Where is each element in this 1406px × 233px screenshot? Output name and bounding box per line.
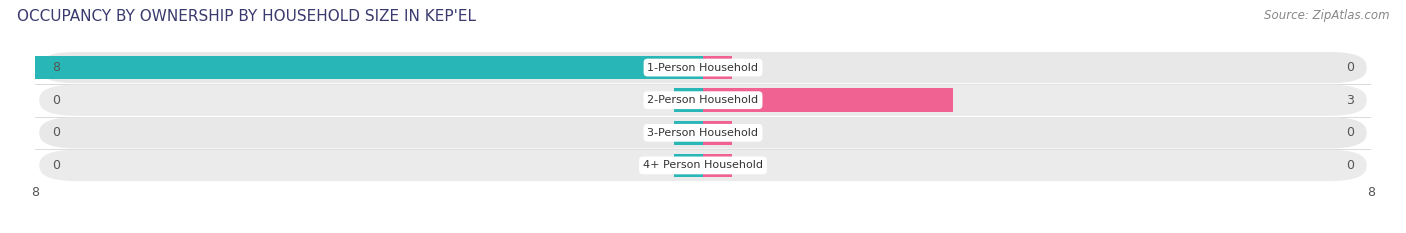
FancyBboxPatch shape [39, 150, 1367, 181]
Text: 0: 0 [1346, 126, 1354, 139]
Text: 4+ Person Household: 4+ Person Household [643, 161, 763, 170]
Text: 0: 0 [52, 159, 60, 172]
FancyBboxPatch shape [39, 52, 1367, 83]
Text: 0: 0 [1346, 61, 1354, 74]
Bar [703, 121, 733, 144]
Text: 8: 8 [52, 61, 60, 74]
FancyBboxPatch shape [39, 85, 1367, 116]
Text: OCCUPANCY BY OWNERSHIP BY HOUSEHOLD SIZE IN KEP'EL: OCCUPANCY BY OWNERSHIP BY HOUSEHOLD SIZE… [17, 9, 475, 24]
Bar [673, 154, 703, 177]
Text: 1-Person Household: 1-Person Household [648, 63, 758, 72]
Bar [703, 89, 953, 112]
Text: 3: 3 [1347, 94, 1354, 107]
Text: 3-Person Household: 3-Person Household [648, 128, 758, 138]
Bar [35, 56, 703, 79]
Bar [703, 56, 733, 79]
Text: Source: ZipAtlas.com: Source: ZipAtlas.com [1264, 9, 1389, 22]
Text: 0: 0 [1346, 159, 1354, 172]
FancyBboxPatch shape [39, 117, 1367, 148]
Text: 0: 0 [52, 126, 60, 139]
Text: 0: 0 [52, 94, 60, 107]
Bar [673, 89, 703, 112]
Bar [703, 154, 733, 177]
Bar [673, 121, 703, 144]
Text: 2-Person Household: 2-Person Household [647, 95, 759, 105]
